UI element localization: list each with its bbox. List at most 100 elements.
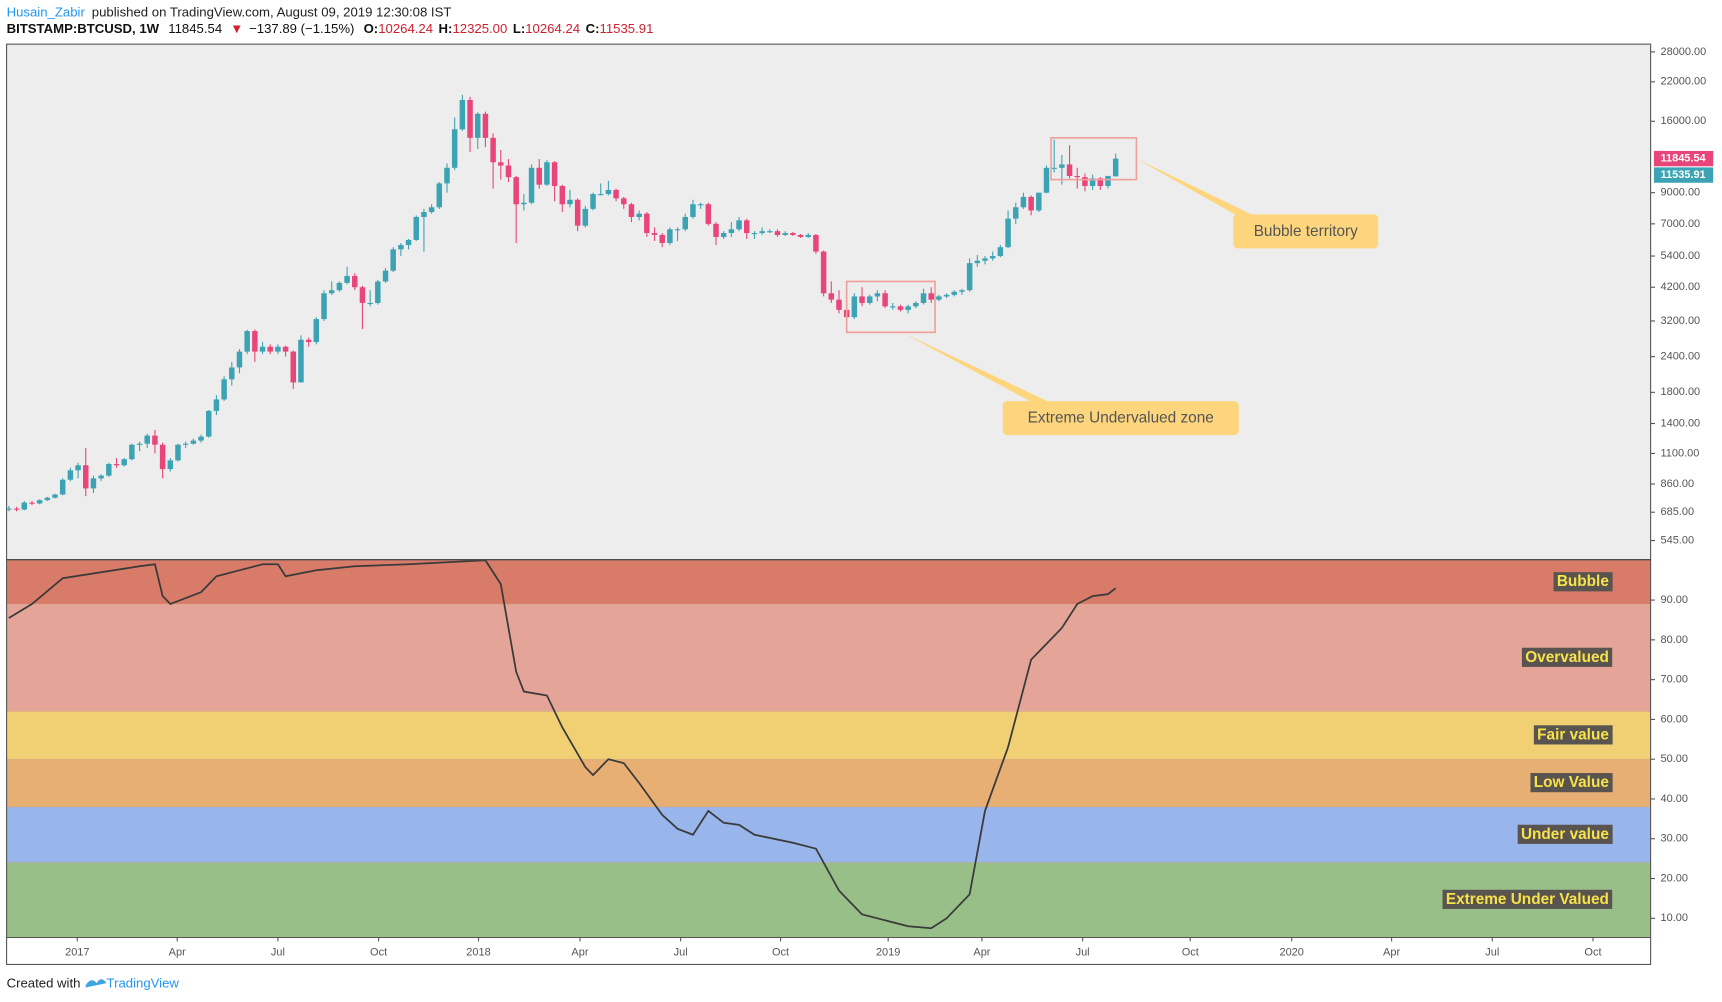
zone-label-bg	[1553, 572, 1613, 592]
ohlc-value: 12325.00	[452, 21, 507, 36]
footer-brand[interactable]: TradingView	[107, 976, 180, 991]
y-tick-label: 10.00	[1661, 912, 1688, 924]
candle-body	[29, 502, 35, 504]
candle-body	[6, 508, 12, 510]
y-tick-label: 545.00	[1661, 534, 1695, 546]
candle-body	[129, 444, 135, 460]
candle-body	[1013, 207, 1019, 219]
candle-body	[905, 306, 911, 310]
candle-body	[751, 233, 758, 235]
y-tick-label: 16000.00	[1661, 115, 1707, 127]
x-tick-label: Apr	[1383, 946, 1400, 958]
candle-body	[413, 216, 419, 240]
candle-body	[44, 497, 51, 501]
candle-body	[943, 294, 950, 297]
x-tick-label: Oct	[1584, 946, 1601, 958]
candle-body	[321, 293, 327, 320]
zone-label: Low Value	[1534, 774, 1610, 791]
candle-body	[498, 162, 504, 166]
ohlc-key: O:	[364, 21, 379, 36]
candle-body	[75, 465, 81, 471]
candle-body	[398, 245, 404, 250]
candle-body	[674, 229, 681, 231]
candle-body	[866, 296, 873, 303]
candle-body	[805, 234, 811, 237]
candle-body	[221, 379, 227, 400]
ohlc-key: L:	[513, 21, 525, 36]
candle-body	[1082, 177, 1088, 186]
candle-body	[1097, 178, 1104, 186]
symbol: BITSTAMP:BTCUSD, 1W	[7, 21, 160, 36]
ohlc-value: 10264.24	[525, 21, 580, 36]
candle-body	[989, 256, 996, 259]
candle-body	[482, 113, 489, 138]
candle-body	[1020, 196, 1027, 208]
zone-label-bg	[1521, 647, 1613, 667]
candle-body	[705, 204, 712, 224]
candle-body	[67, 470, 74, 480]
y-tick-label: 7000.00	[1661, 218, 1701, 230]
candle-body	[175, 444, 181, 461]
candle-body	[367, 302, 373, 305]
x-tick-label: Jul	[674, 946, 688, 958]
candle-body	[282, 346, 289, 352]
candle-body	[474, 113, 481, 138]
callout-text: Bubble territory	[1254, 223, 1358, 240]
candle-body	[713, 223, 719, 237]
candle-body	[13, 508, 20, 510]
candle-body	[205, 410, 212, 437]
candle-body	[728, 229, 735, 234]
candle-body	[98, 475, 104, 479]
zone-label: Extreme Under Valued	[1446, 891, 1609, 908]
y-tick-label: 1100.00	[1661, 447, 1700, 459]
zone-band	[6, 862, 1651, 937]
candle-body	[690, 204, 696, 217]
candle-body	[436, 183, 443, 208]
candle-body	[236, 351, 243, 368]
candle-body	[144, 435, 150, 444]
x-axis-band	[6, 938, 1651, 966]
zone-label-bg	[1533, 725, 1613, 745]
candle-body	[421, 212, 427, 217]
symbol-legend: BITSTAMP:BTCUSD, 1W 11845.54 ▼ −137.89 (…	[7, 21, 654, 36]
candle-body	[305, 339, 312, 343]
candle-body	[820, 251, 827, 294]
candle-body	[1005, 218, 1011, 248]
candle-body	[574, 199, 581, 226]
candle-body	[83, 465, 89, 489]
candle-body	[290, 351, 297, 383]
candle-body	[113, 464, 120, 466]
candle-body	[229, 367, 235, 380]
candle-body	[1105, 175, 1111, 186]
y-tick-label: 60.00	[1661, 713, 1688, 725]
candle-body	[390, 249, 396, 271]
x-tick-label: 2017	[65, 946, 89, 958]
candle-body	[605, 189, 612, 195]
candle-body	[275, 346, 281, 352]
candle-body	[106, 464, 112, 476]
candle-body	[59, 479, 66, 495]
candle-body	[590, 194, 596, 209]
candle-body	[252, 331, 258, 352]
candle-body	[767, 231, 773, 233]
y-tick-label: 685.00	[1661, 506, 1695, 518]
candle-body	[1066, 164, 1073, 176]
candle-body	[259, 346, 266, 352]
candle-body	[567, 199, 573, 205]
zone-label-bg	[1442, 889, 1613, 909]
candle-body	[621, 198, 627, 205]
author[interactable]: Husain_Zabir	[7, 5, 86, 20]
zone-label-bg	[1530, 773, 1613, 793]
candle-body	[1089, 178, 1096, 186]
candle-body	[152, 435, 158, 445]
zone-band	[6, 604, 1651, 712]
candle-body	[467, 99, 473, 138]
x-tick-label: Jul	[271, 946, 285, 958]
x-tick-label: 2018	[466, 946, 490, 958]
candle-body	[352, 275, 358, 288]
y-tick-label: 4200.00	[1661, 281, 1701, 293]
candle-body	[682, 216, 689, 230]
candle-body	[313, 319, 320, 343]
candle-body	[628, 204, 635, 217]
